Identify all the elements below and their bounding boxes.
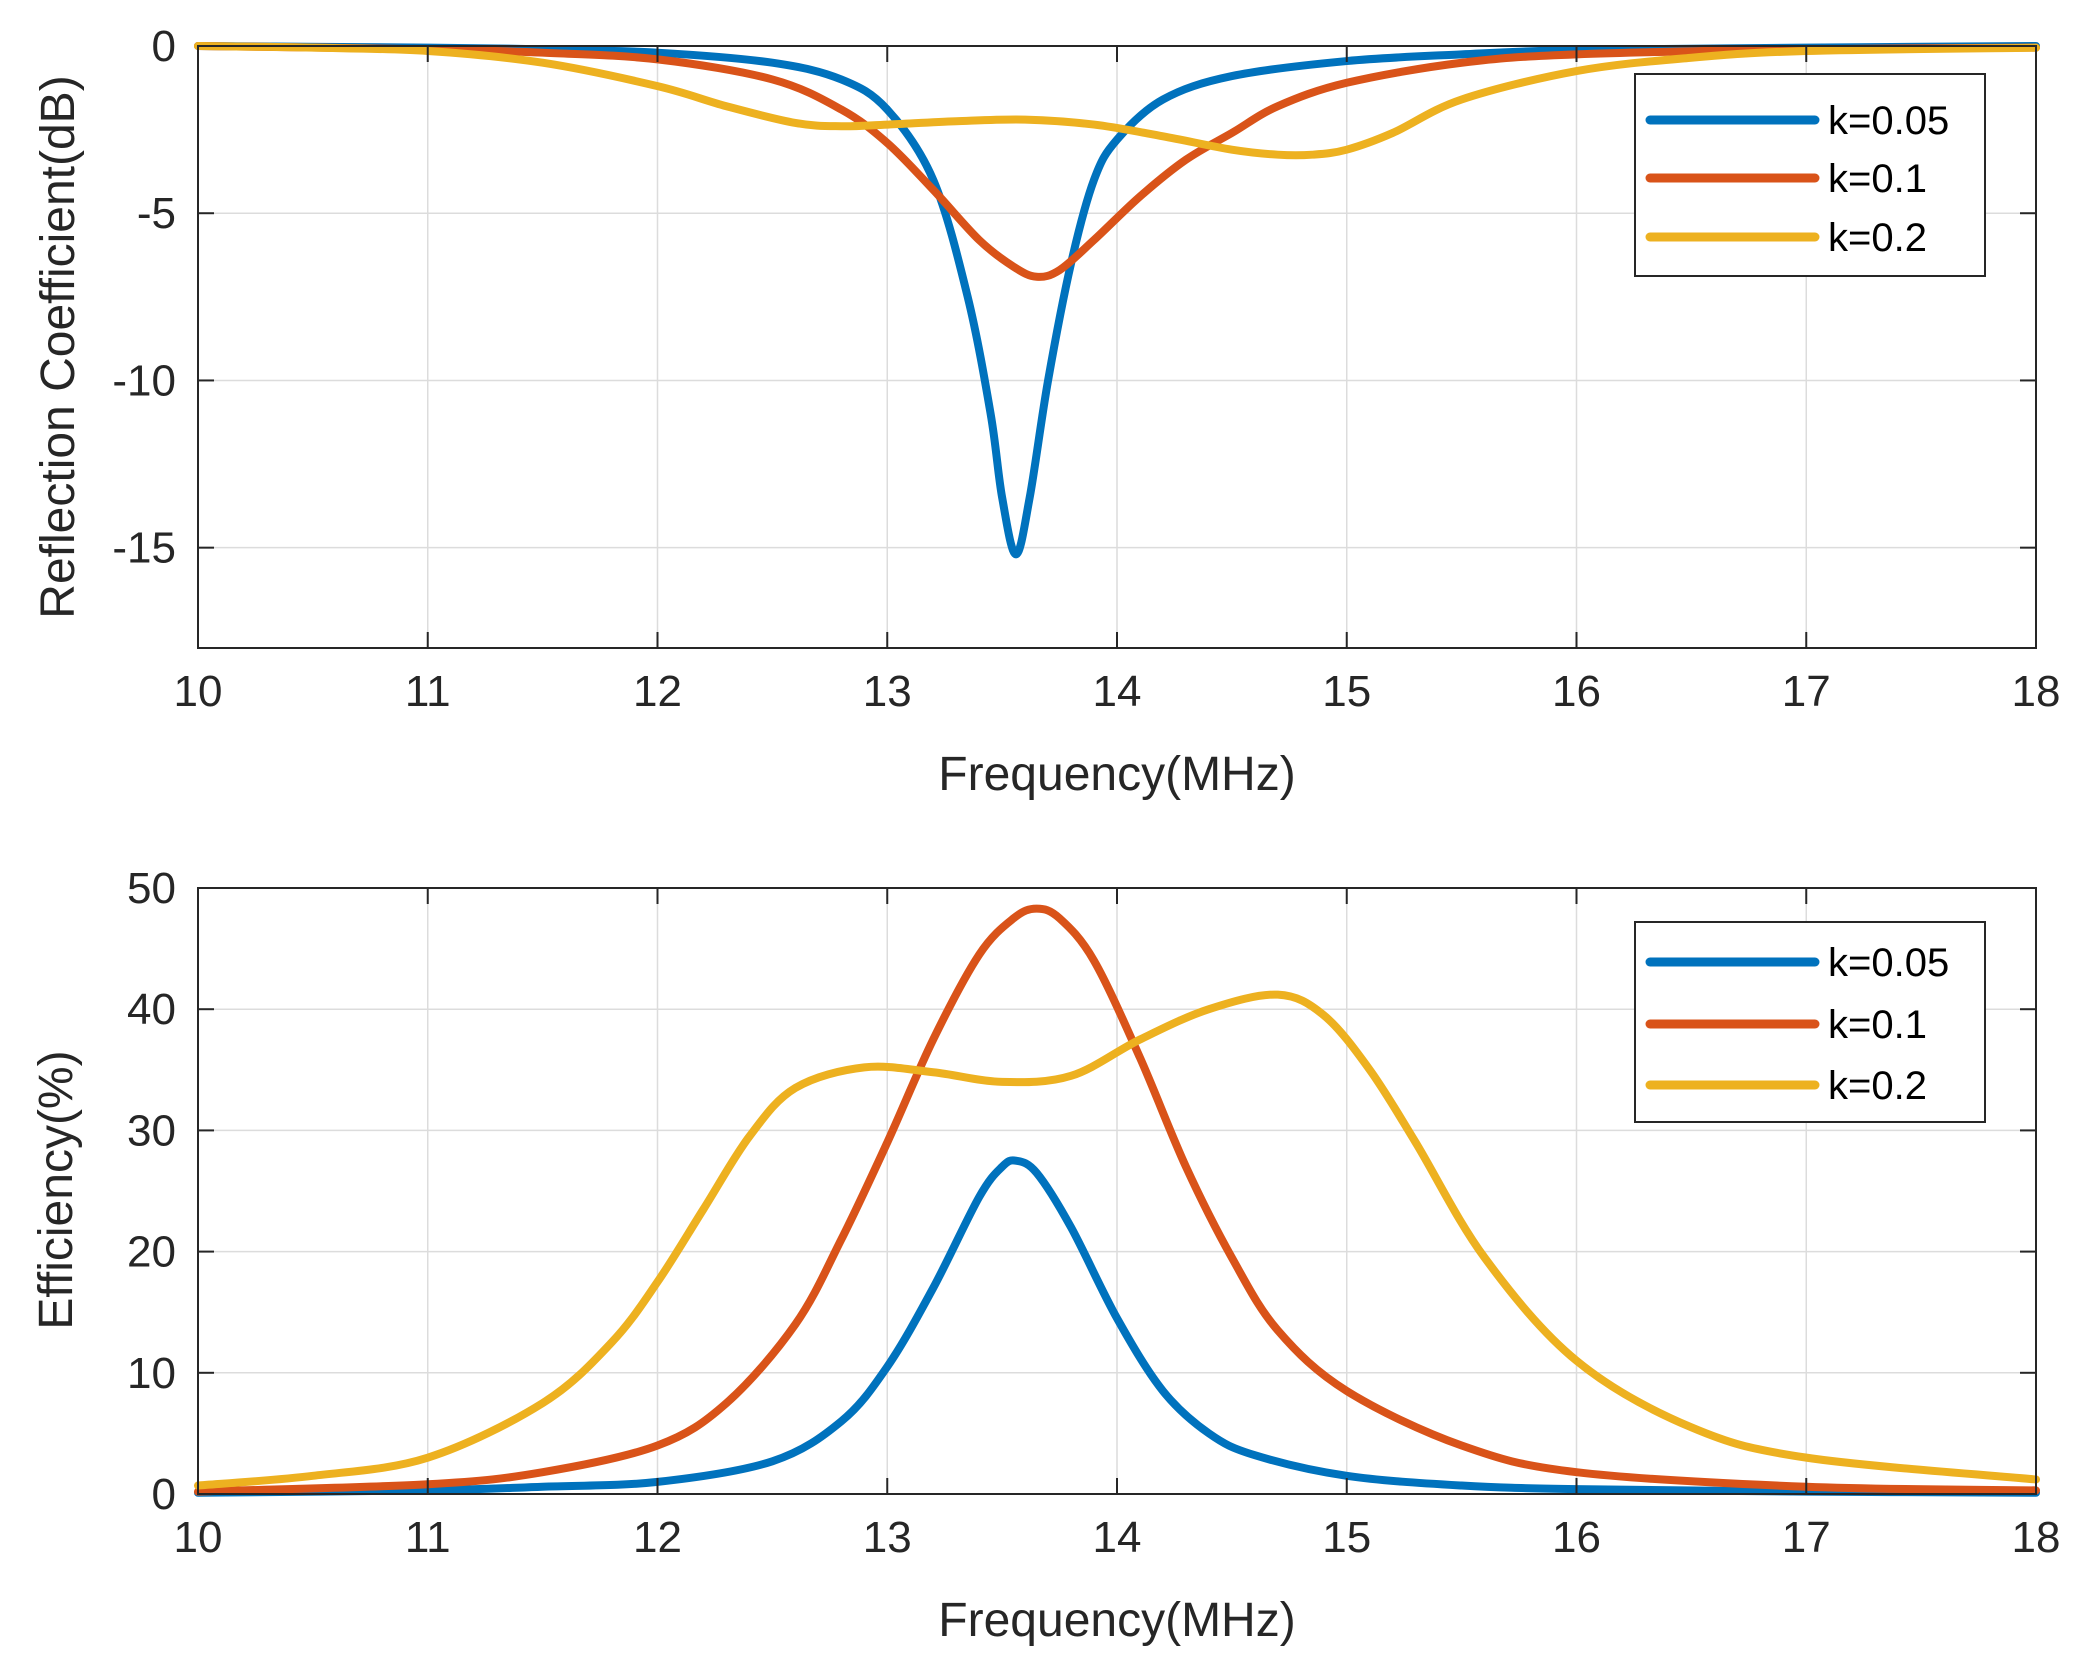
efficiency-series-line-k02 — [194, 990, 2040, 1490]
efficiency-x-tick-label: 13 — [863, 1513, 912, 1562]
efficiency-x-axis-label: Frequency(MHz) — [938, 1594, 1295, 1647]
reflection-x-tick-label: 14 — [1093, 667, 1142, 716]
reflection-x-tick-label: 17 — [1782, 667, 1831, 716]
efficiency-x-tick-label: 12 — [633, 1513, 682, 1562]
reflection-legend-label-k005: k=0.05 — [1828, 99, 1949, 143]
reflection-x-tick-label: 11 — [405, 667, 451, 716]
reflection-y-axis-label: Reflection Coefficient(dB) — [32, 75, 85, 618]
efficiency-x-tick-label: 18 — [2012, 1513, 2061, 1562]
reflection-series — [194, 42, 2040, 559]
efficiency-legend-label-k005: k=0.05 — [1828, 941, 1949, 985]
efficiency-x-tick-label: 11 — [405, 1513, 451, 1562]
efficiency-x-tick-label: 16 — [1552, 1513, 1601, 1562]
reflection-y-tick-label: 0 — [152, 22, 176, 71]
efficiency-x-tick-label: 15 — [1322, 1513, 1371, 1562]
efficiency-y-tick-label: 50 — [127, 864, 176, 913]
reflection-y-tick-label: -10 — [112, 356, 176, 405]
efficiency-x-tick-label: 14 — [1093, 1513, 1142, 1562]
efficiency-legend-label-k01: k=0.1 — [1828, 1003, 1927, 1047]
efficiency-legend-label-k02: k=0.2 — [1828, 1064, 1927, 1108]
efficiency-legend: k=0.05 k=0.1 k=0.2 — [1634, 921, 1986, 1123]
efficiency-x-tick-label: 10 — [174, 1513, 223, 1562]
efficiency-y-tick-label: 0 — [152, 1470, 176, 1519]
efficiency-y-axis-label: Efficiency(%) — [30, 1050, 83, 1329]
efficiency-y-tick-label: 20 — [127, 1228, 176, 1277]
efficiency-y-tick-label: 10 — [127, 1349, 176, 1398]
reflection-x-tick-label: 15 — [1322, 667, 1371, 716]
reflection-x-tick-label: 18 — [2012, 667, 2061, 716]
reflection-series-line-k01 — [194, 42, 2040, 281]
reflection-series-line-k005 — [194, 42, 2040, 559]
reflection-coefficient-chart: 10 11 12 13 14 15 16 17 18 0 -5 -10 -15 Frequency(MH… — [32, 22, 2060, 801]
reflection-legend-label-k01: k=0.1 — [1828, 157, 1927, 201]
reflection-y-tick-label: -5 — [137, 189, 176, 238]
reflection-x-axis-label: Frequency(MHz) — [938, 748, 1295, 801]
reflection-x-tick-label: 12 — [633, 667, 682, 716]
reflection-x-tick-label: 13 — [863, 667, 912, 716]
efficiency-series-line-k01 — [194, 904, 2040, 1496]
reflection-x-tick-label: 16 — [1552, 667, 1601, 716]
reflection-legend-label-k02: k=0.2 — [1828, 216, 1927, 260]
efficiency-y-tick-label: 40 — [127, 985, 176, 1034]
reflection-x-tick-label: 10 — [174, 667, 223, 716]
reflection-ticks: 10 11 12 13 14 15 16 17 18 0 -5 -10 -15 — [112, 22, 2060, 716]
efficiency-y-tick-label: 30 — [127, 1106, 176, 1155]
reflection-series-line-k02 — [194, 42, 2040, 160]
reflection-y-tick-label: -15 — [112, 524, 176, 573]
reflection-legend: k=0.05 k=0.1 k=0.2 — [1634, 73, 1986, 277]
efficiency-x-tick-label: 17 — [1782, 1513, 1831, 1562]
